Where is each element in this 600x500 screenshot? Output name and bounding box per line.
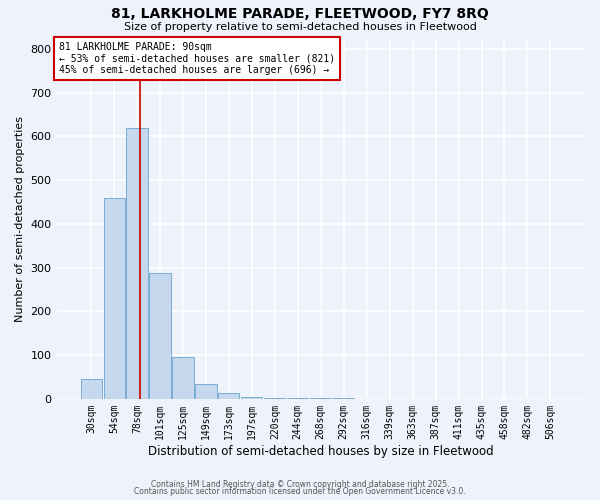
Text: Contains HM Land Registry data © Crown copyright and database right 2025.: Contains HM Land Registry data © Crown c… bbox=[151, 480, 449, 489]
Y-axis label: Number of semi-detached properties: Number of semi-detached properties bbox=[15, 116, 25, 322]
Text: Contains public sector information licensed under the Open Government Licence v3: Contains public sector information licen… bbox=[134, 488, 466, 496]
Bar bbox=[149, 273, 170, 399]
Text: 81, LARKHOLME PARADE, FLEETWOOD, FY7 8RQ: 81, LARKHOLME PARADE, FLEETWOOD, FY7 8RQ bbox=[111, 8, 489, 22]
Text: 81 LARKHOLME PARADE: 90sqm
← 53% of semi-detached houses are smaller (821)
45% o: 81 LARKHOLME PARADE: 90sqm ← 53% of semi… bbox=[59, 42, 335, 75]
Bar bbox=[287, 398, 308, 399]
Bar bbox=[80, 379, 101, 399]
Text: Size of property relative to semi-detached houses in Fleetwood: Size of property relative to semi-detach… bbox=[124, 22, 476, 32]
Bar bbox=[196, 384, 217, 399]
Bar bbox=[172, 358, 194, 399]
Bar bbox=[241, 396, 262, 399]
X-axis label: Distribution of semi-detached houses by size in Fleetwood: Distribution of semi-detached houses by … bbox=[148, 444, 494, 458]
Bar bbox=[104, 198, 125, 399]
Bar bbox=[218, 393, 239, 399]
Bar bbox=[127, 128, 148, 399]
Bar bbox=[264, 398, 286, 399]
